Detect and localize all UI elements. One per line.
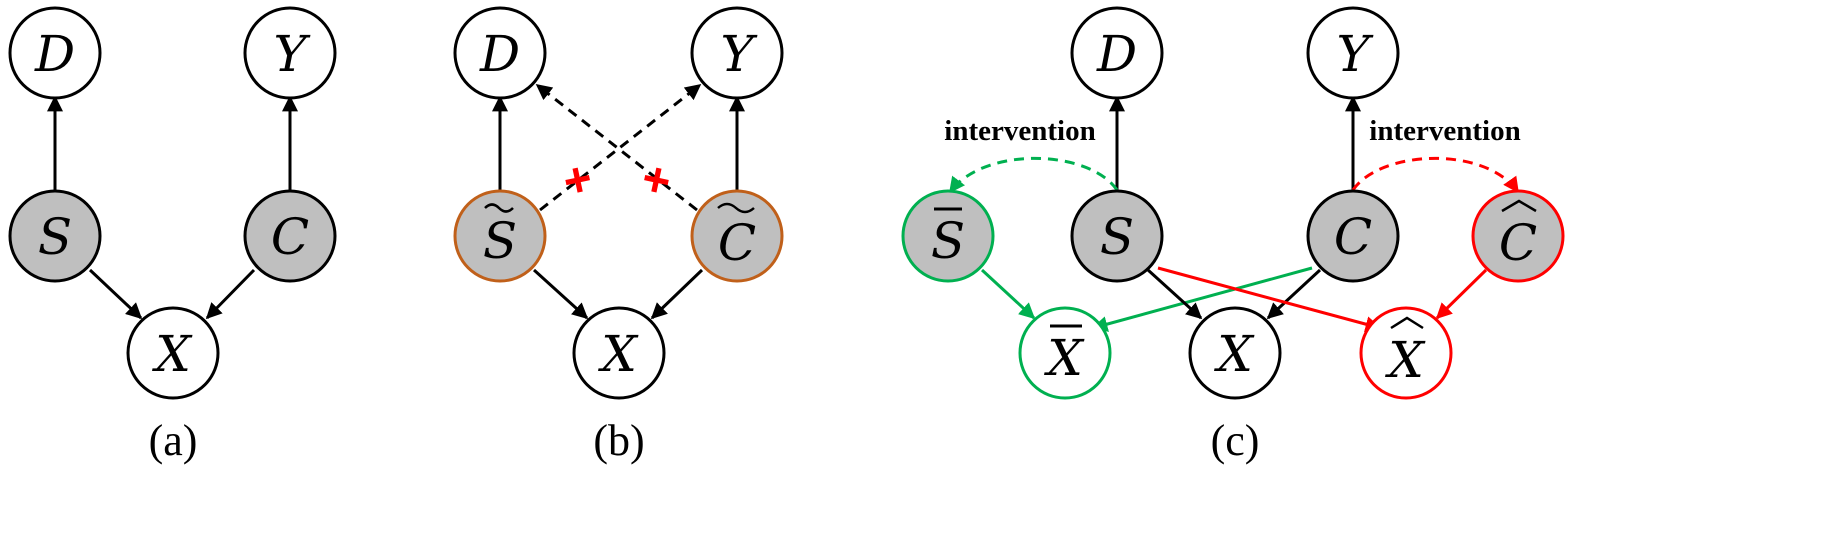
- edge-c-tilde-to-x: [650, 268, 704, 320]
- edge-s-bar-to-x-bar: [980, 268, 1036, 320]
- edge-c-to-x: [1266, 268, 1322, 320]
- edge-dashed-c-tilde-to-d: [535, 83, 698, 212]
- panel-a: D Y S C X (a): [8, 6, 337, 465]
- node-s-tilde-circle: [453, 189, 547, 283]
- node-x-bar-label: X: [1043, 329, 1085, 387]
- node-d-label: D: [479, 25, 520, 83]
- node-c-label: C: [271, 208, 309, 266]
- cut-mark-right: +: [637, 152, 675, 210]
- node-c-circle: [1306, 189, 1400, 283]
- node-d-circle: [453, 6, 547, 100]
- panel-c: intervention intervention D Y S S C C X …: [901, 6, 1565, 465]
- node-d-circle: [1070, 6, 1164, 100]
- edge-c-hat-to-x-hat: [1435, 268, 1488, 320]
- node-y-circle: [243, 6, 337, 100]
- panel-b-caption: (b): [593, 416, 644, 465]
- cut-mark-left: +: [558, 152, 596, 210]
- node-c-tilde-label: C: [718, 214, 756, 272]
- node-c-tilde-circle: [690, 189, 784, 283]
- node-s-circle: [8, 189, 102, 283]
- edge-dashed-s-tilde-to-y: [539, 83, 702, 212]
- node-x-label: X: [1213, 325, 1255, 383]
- node-x-bar-circle: [1018, 306, 1112, 400]
- node-s-circle: [1070, 189, 1164, 283]
- node-s-label: S: [1100, 208, 1134, 266]
- node-y-circle: [690, 6, 784, 100]
- edge-c-to-x-bar: [1091, 266, 1313, 332]
- node-d-label: D: [34, 25, 75, 83]
- node-s-label: S: [38, 208, 72, 266]
- node-x-circle: [572, 306, 666, 400]
- node-y-label: Y: [720, 25, 757, 83]
- node-x-circle: [126, 306, 220, 400]
- node-s-bar-label: S: [931, 212, 965, 270]
- intervention-arc-red: [1351, 156, 1520, 194]
- intervention-label-right: intervention: [1369, 115, 1520, 147]
- hat-mark-c: [1501, 199, 1537, 213]
- node-c-hat-circle: [1471, 189, 1565, 283]
- node-d-label: D: [1096, 25, 1137, 83]
- panel-a-caption: (a): [149, 416, 198, 465]
- edge-s-to-x-hat: [1157, 266, 1382, 332]
- edge-s-tilde-to-x: [532, 268, 589, 320]
- node-d-circle: [8, 6, 102, 100]
- node-x-circle: [1188, 306, 1282, 400]
- node-c-hat-label: C: [1499, 214, 1537, 272]
- edge-s-to-x: [88, 268, 143, 320]
- tilde-mark-c: [717, 202, 755, 214]
- tilde-mark-s: [484, 203, 514, 213]
- node-s-bar-circle: [901, 189, 995, 283]
- node-x-label: X: [597, 325, 639, 383]
- node-c-label: C: [1334, 208, 1372, 266]
- hat-mark-x: [1390, 316, 1424, 330]
- node-y-label: Y: [273, 25, 310, 83]
- node-x-hat-label: X: [1384, 331, 1426, 389]
- edge-s-to-x: [1146, 268, 1203, 320]
- node-x-label: X: [151, 325, 193, 383]
- node-y-circle: [1306, 6, 1400, 100]
- intervention-label-left: intervention: [944, 115, 1095, 147]
- intervention-arc-green: [948, 156, 1119, 194]
- panel-b: + + D Y S C X (b): [453, 6, 784, 465]
- node-x-hat-circle: [1359, 306, 1453, 400]
- node-c-circle: [243, 189, 337, 283]
- node-s-tilde-label: S: [483, 212, 517, 270]
- edge-c-to-x: [205, 268, 256, 320]
- panel-c-caption: (c): [1211, 416, 1260, 465]
- node-y-label: Y: [1336, 25, 1373, 83]
